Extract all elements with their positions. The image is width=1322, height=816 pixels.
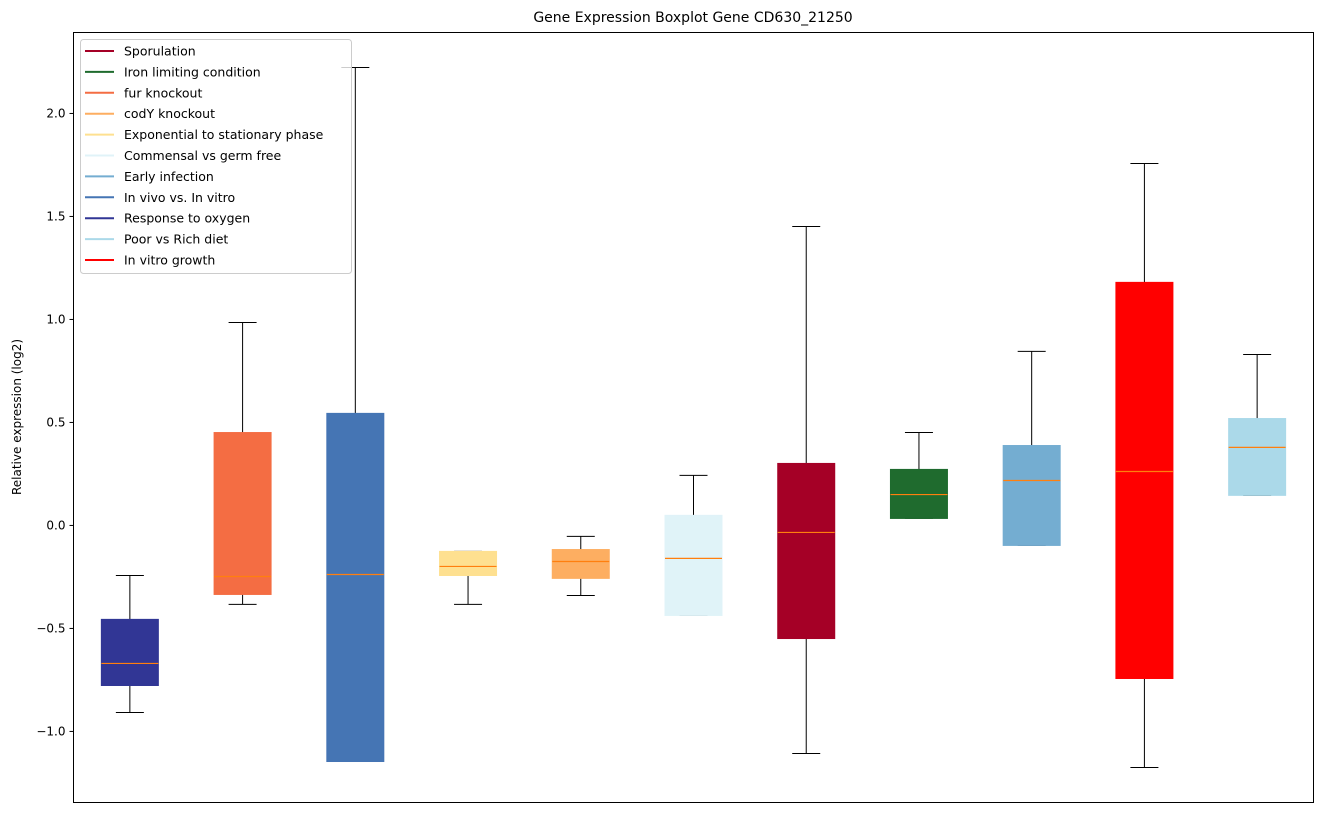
box-iqr bbox=[1228, 418, 1287, 496]
box-in-vivo-vs-in-vitro bbox=[326, 67, 385, 763]
box-fur-knockout bbox=[213, 322, 272, 605]
box-poor-vs-rich-diet bbox=[1228, 353, 1287, 496]
y-tick-label: 0.5 bbox=[46, 415, 65, 429]
box-early-infection bbox=[1002, 350, 1061, 546]
y-tick-label: −1.0 bbox=[36, 724, 65, 738]
legend-label: Sporulation bbox=[124, 44, 196, 59]
box-iqr bbox=[1115, 281, 1174, 679]
y-tick-label: 2.0 bbox=[46, 106, 65, 120]
box-iqr bbox=[664, 514, 723, 616]
box-iqr bbox=[213, 432, 272, 595]
box-commensal-vs-germ-free bbox=[664, 474, 723, 616]
box-iqr bbox=[889, 468, 948, 519]
chart-title: Gene Expression Boxplot Gene CD630_21250 bbox=[533, 10, 852, 26]
box-iron-limiting-condition bbox=[889, 432, 948, 519]
y-tick-label: −0.5 bbox=[36, 621, 65, 635]
plot-frame bbox=[73, 32, 1314, 803]
y-tick-label: 1.5 bbox=[46, 209, 65, 223]
box-response-to-oxygen bbox=[100, 574, 159, 713]
box-in-vitro-growth bbox=[1115, 163, 1174, 768]
legend-label: codY knockout bbox=[124, 106, 215, 121]
y-axis-label: Relative expression (log2) bbox=[10, 339, 24, 495]
box-cody-knockout bbox=[551, 535, 610, 596]
legend-label: Response to oxygen bbox=[124, 211, 250, 226]
box-iqr bbox=[326, 412, 385, 763]
y-tick-label: 1.0 bbox=[46, 312, 65, 326]
legend-label: Early infection bbox=[124, 169, 214, 184]
box-exponential-to-stationary-phase bbox=[439, 550, 498, 605]
box-iqr bbox=[777, 462, 836, 640]
legend-label: Poor vs Rich diet bbox=[124, 232, 228, 247]
legend-label: In vivo vs. In vitro bbox=[124, 190, 235, 205]
legend-label: Commensal vs germ free bbox=[124, 148, 281, 163]
legend-label: Exponential to stationary phase bbox=[124, 127, 324, 142]
legend-label: fur knockout bbox=[124, 85, 202, 100]
box-iqr bbox=[1002, 445, 1061, 546]
legend-label: In vitro growth bbox=[124, 253, 215, 268]
legend-label: Iron limiting condition bbox=[124, 64, 261, 79]
legend-box bbox=[80, 39, 352, 274]
box-iqr bbox=[439, 550, 498, 576]
y-tick-label: 0.0 bbox=[46, 518, 65, 532]
box-iqr bbox=[100, 618, 159, 686]
box-iqr bbox=[551, 549, 610, 579]
box-sporulation bbox=[777, 226, 836, 754]
